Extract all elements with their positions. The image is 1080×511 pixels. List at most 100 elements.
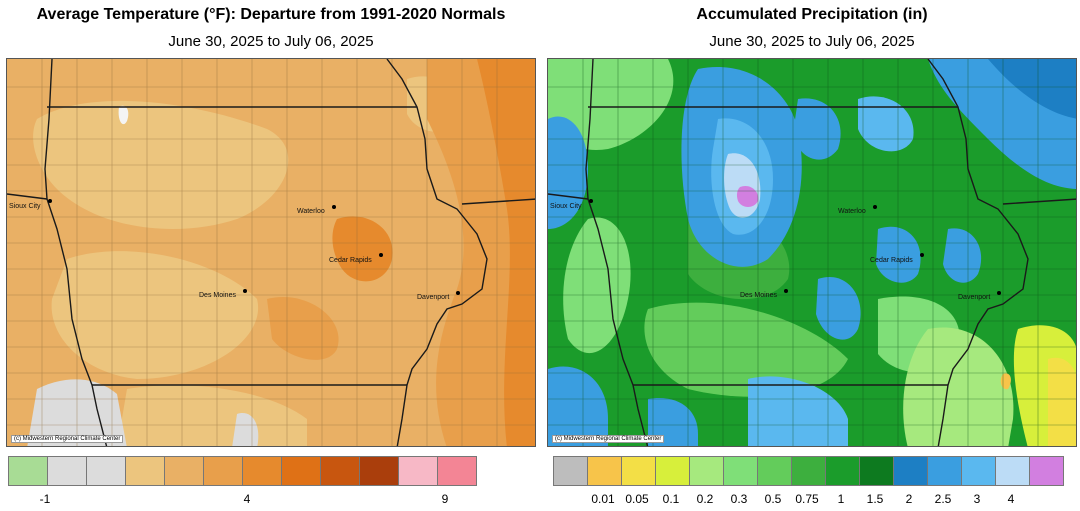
temperature-cool-zone — [117, 385, 307, 446]
city-label-cedar-rapids: Cedar Rapids — [870, 257, 913, 264]
city-dot-sioux-city — [48, 199, 52, 203]
temperature-legend-bar — [8, 456, 477, 486]
legend-swatch — [961, 456, 996, 486]
city-label-waterloo: Waterloo — [838, 208, 866, 215]
precip-heavy-zone — [648, 398, 698, 446]
city-dot-cedar-rapids — [920, 253, 924, 257]
precip-tick-label: 0.75 — [795, 492, 819, 506]
legend-swatch — [689, 456, 724, 486]
precip-heavy-zone — [748, 376, 848, 446]
precip-tick-label: 0.3 — [730, 492, 748, 506]
precipitation-map-canvas: Sioux City Waterloo Cedar Rapids Des Moi… — [548, 59, 1076, 446]
temperature-normal-zone — [118, 105, 129, 125]
precipitation-map: Sioux City Waterloo Cedar Rapids Des Moi… — [547, 58, 1077, 447]
temperature-map-date-range: June 30, 2025 to July 06, 2025 — [168, 33, 374, 50]
precipitation-panel: Accumulated Precipitation (in) June 30, … — [547, 0, 1077, 511]
legend-swatch — [825, 456, 860, 486]
legend-swatch — [587, 456, 622, 486]
legend-swatch — [164, 456, 204, 486]
city-dot-des-moines — [784, 289, 788, 293]
legend-swatch — [125, 456, 165, 486]
city-label-des-moines: Des Moines — [740, 292, 777, 299]
precipitation-map-credit: (c) Midwestern Regional Climate Center — [552, 435, 665, 443]
precip-tick-label: 2 — [905, 492, 913, 506]
city-markers: Sioux City Waterloo Cedar Rapids Des Moi… — [9, 199, 460, 301]
precip-heavy-zone — [793, 98, 841, 160]
precip-light-zone — [903, 327, 1014, 446]
city-label-cedar-rapids: Cedar Rapids — [329, 257, 372, 264]
city-label-des-moines: Des Moines — [199, 292, 236, 299]
legend-swatch — [86, 456, 126, 486]
city-label-davenport: Davenport — [958, 294, 990, 301]
precipitation-map-date-range: June 30, 2025 to July 06, 2025 — [709, 33, 915, 50]
city-dot-des-moines — [243, 289, 247, 293]
legend-swatch — [203, 456, 243, 486]
legend-swatch — [437, 456, 477, 486]
legend-swatch — [757, 456, 792, 486]
city-dot-waterloo — [873, 205, 877, 209]
temperature-tick-label: 4 — [243, 492, 251, 506]
legend-swatch — [791, 456, 826, 486]
temperature-warm-zone — [332, 216, 393, 282]
temperature-panel: Average Temperature (°F): Departure from… — [6, 0, 536, 511]
city-label-sioux-city: Sioux City — [9, 203, 41, 210]
precip-tick-label: 0.05 — [625, 492, 649, 506]
precip-heavy-zone — [548, 116, 588, 229]
city-dot-sioux-city — [589, 199, 593, 203]
temperature-map-title: Average Temperature (°F): Departure from… — [36, 6, 506, 23]
city-label-davenport: Davenport — [417, 294, 449, 301]
precip-tick-label: 2.5 — [934, 492, 952, 506]
city-label-waterloo: Waterloo — [297, 208, 325, 215]
city-dot-waterloo — [332, 205, 336, 209]
legend-swatch — [1029, 456, 1064, 486]
precip-tick-label: 3 — [973, 492, 981, 506]
precip-heavy-zone — [816, 277, 861, 340]
temperature-tick-label: 9 — [441, 492, 449, 506]
precip-tick-label: 0.01 — [591, 492, 615, 506]
legend-swatch — [927, 456, 962, 486]
precip-tick-label: 0.5 — [764, 492, 782, 506]
city-dot-davenport — [456, 291, 460, 295]
precip-light-zone — [1048, 357, 1076, 446]
city-dot-cedar-rapids — [379, 253, 383, 257]
legend-swatch — [621, 456, 656, 486]
legend-swatch — [320, 456, 360, 486]
legend-swatch — [553, 456, 588, 486]
legend-swatch — [359, 456, 399, 486]
temperature-warm-zone — [477, 59, 535, 446]
city-dot-davenport — [997, 291, 1001, 295]
temperature-map: Sioux City Waterloo Cedar Rapids Des Moi… — [6, 58, 536, 447]
legend-swatch — [655, 456, 690, 486]
temperature-tick-label: -1 — [39, 492, 51, 506]
temperature-map-canvas: Sioux City Waterloo Cedar Rapids Des Moi… — [7, 59, 535, 446]
precip-tick-label: 0.2 — [696, 492, 714, 506]
precip-tick-label: 4 — [1007, 492, 1015, 506]
legend-swatch — [398, 456, 438, 486]
temperature-warm-zone — [267, 297, 339, 360]
legend-swatch — [8, 456, 48, 486]
precip-tick-label: 1 — [837, 492, 845, 506]
legend-swatch — [281, 456, 321, 486]
legend-swatch — [893, 456, 928, 486]
precipitation-map-title: Accumulated Precipitation (in) — [696, 6, 928, 23]
precip-heavy-zone — [548, 366, 608, 446]
legend-swatch — [723, 456, 758, 486]
legend-swatch — [995, 456, 1030, 486]
legend-swatch — [47, 456, 87, 486]
precip-tick-label: 0.1 — [662, 492, 680, 506]
precip-light-zone — [548, 59, 674, 150]
legend-swatch — [242, 456, 282, 486]
temperature-legend-ticks: -1 4 9 — [8, 492, 528, 506]
precipitation-legend-ticks: 0.01 0.05 0.1 0.2 0.3 0.5 0.75 1 1.5 2 2… — [553, 492, 1073, 506]
state-borders — [7, 59, 535, 446]
precip-heavy-zone — [858, 96, 914, 152]
city-markers: Sioux City Waterloo Cedar Rapids Des Moi… — [550, 199, 1001, 301]
city-label-sioux-city: Sioux City — [550, 203, 582, 210]
precip-tick-label: 1.5 — [866, 492, 884, 506]
precipitation-legend-bar — [553, 456, 1064, 486]
county-grid — [548, 59, 1076, 446]
precip-heavy-zone — [988, 59, 1076, 119]
state-borders — [548, 59, 1076, 446]
temperature-map-credit: (c) Midwestern Regional Climate Center — [11, 435, 124, 443]
legend-swatch — [859, 456, 894, 486]
